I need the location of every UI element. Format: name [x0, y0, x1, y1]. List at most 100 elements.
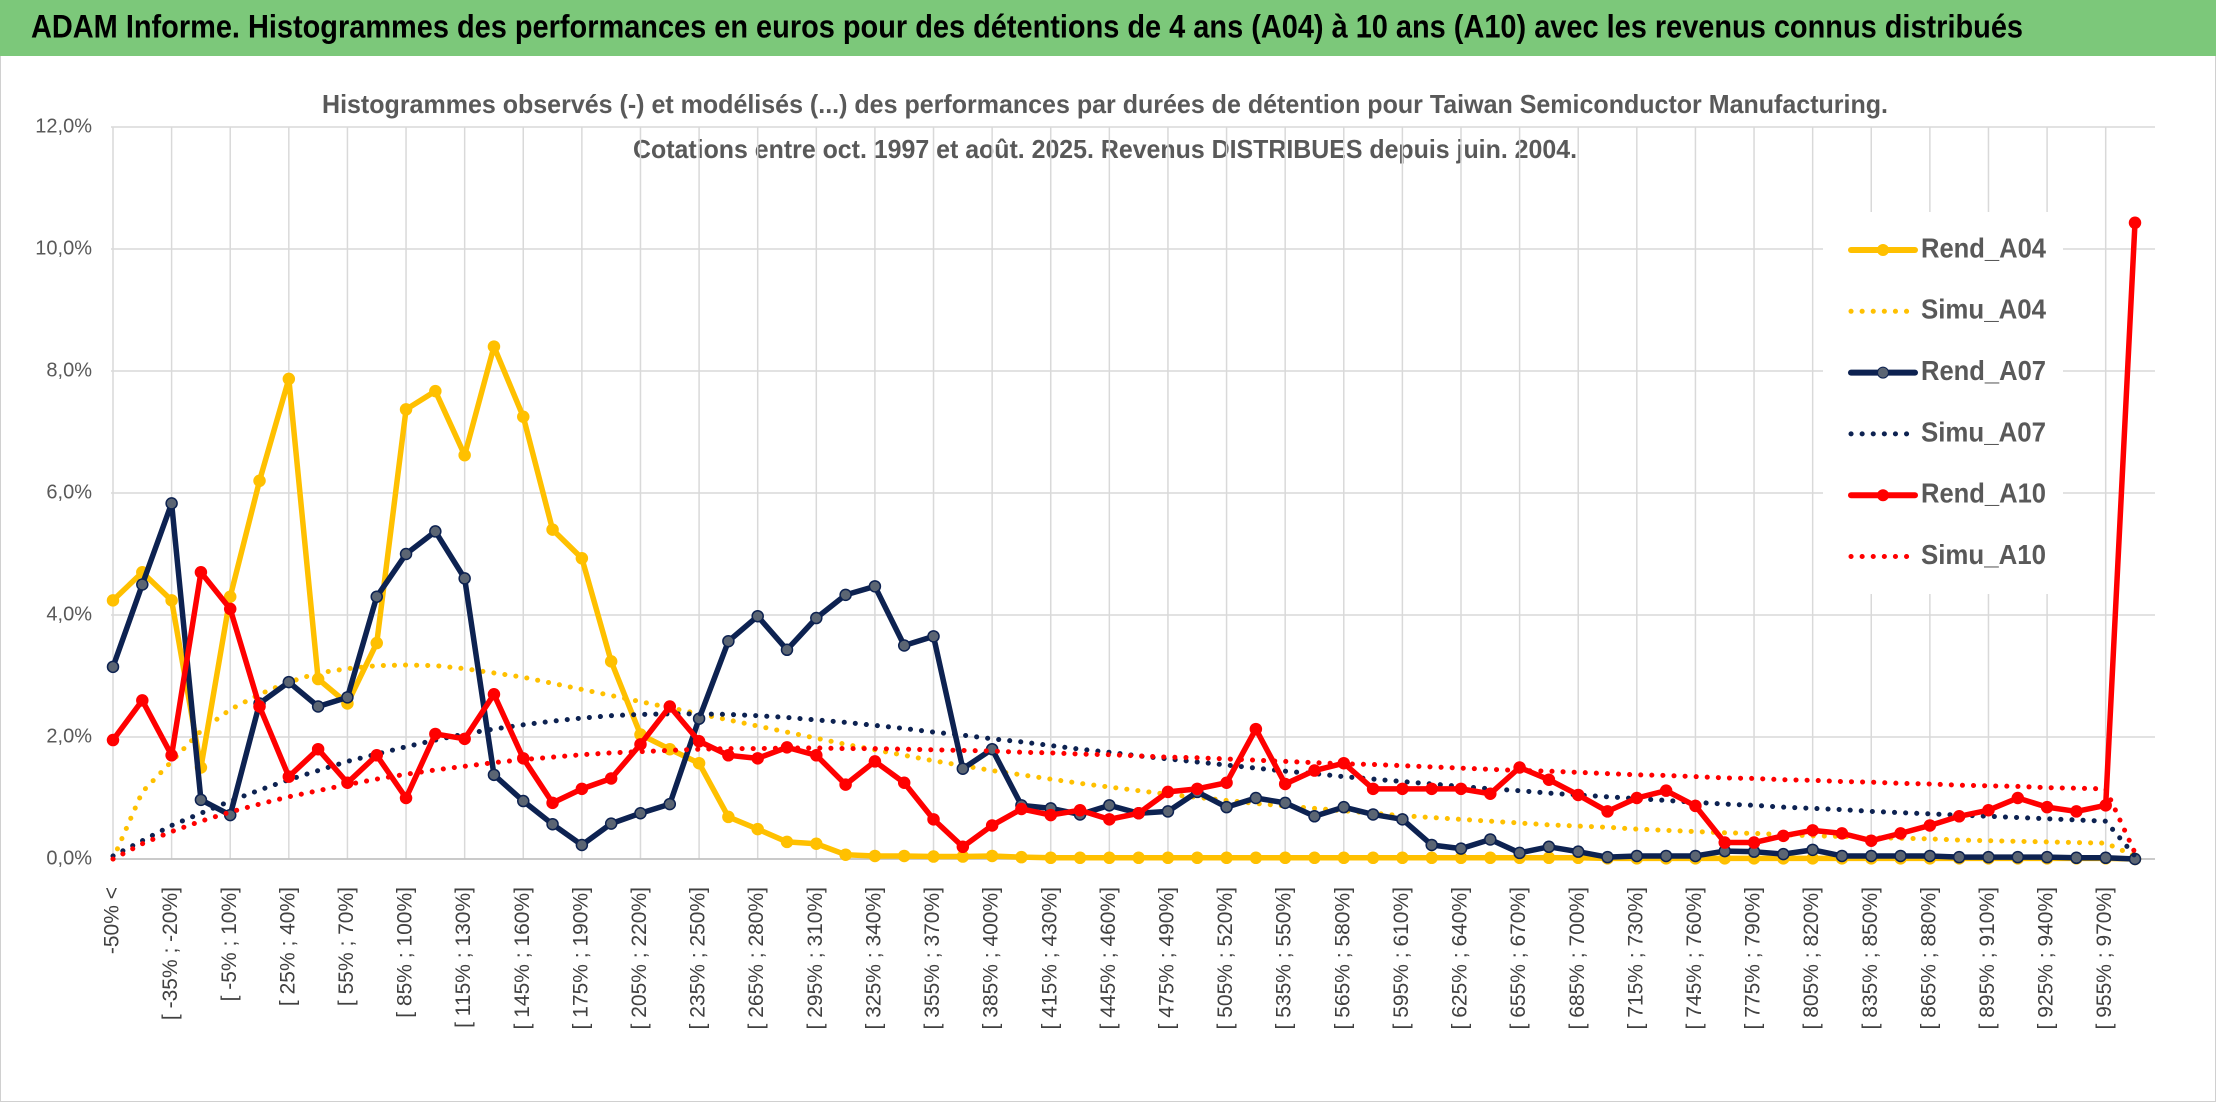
- data-point: [1425, 782, 1438, 796]
- series-line: [110, 745, 2138, 862]
- data-point: [1835, 849, 1849, 863]
- data-point: [1454, 782, 1468, 796]
- legend-marker: [1877, 366, 1889, 379]
- legend-label: Rend_A04: [1921, 232, 2046, 263]
- data-point: [1249, 791, 1263, 805]
- x-tick-label: [ 655% ; 670%]: [1507, 887, 1530, 1029]
- data-point: [985, 819, 999, 832]
- data-point: [223, 602, 237, 616]
- data-point: [1542, 851, 1556, 865]
- data-point: [751, 752, 764, 765]
- data-point: [2040, 800, 2054, 814]
- x-tick-label: [ 685% ; 700%]: [1566, 887, 1589, 1029]
- data-point: [1103, 799, 1116, 812]
- x-tick-label: [ 115% ; 130%]: [452, 887, 475, 1028]
- data-point: [517, 794, 530, 808]
- data-point: [1308, 810, 1321, 823]
- data-point: [575, 782, 589, 796]
- y-tick-label: 4,0%: [46, 603, 92, 625]
- data-point: [810, 837, 823, 850]
- data-point: [810, 749, 823, 762]
- data-point: [1659, 784, 1673, 797]
- header-bar: [0, 0, 2216, 56]
- data-point: [429, 384, 442, 398]
- data-point: [1806, 824, 1819, 837]
- data-point: [1542, 840, 1556, 854]
- legend-label: Rend_A07: [1921, 355, 2046, 386]
- x-tick-label: [ 745% ; 760%]: [1683, 887, 1706, 1029]
- data-point: [692, 756, 706, 770]
- x-tick-label: [ 565% ; 580%]: [1331, 887, 1354, 1029]
- data-point: [1220, 851, 1233, 865]
- data-point: [1835, 827, 1849, 840]
- data-point: [868, 580, 882, 593]
- data-point: [1777, 829, 1790, 843]
- data-point: [1425, 851, 1438, 865]
- data-point: [1132, 851, 1145, 865]
- data-point: [927, 850, 940, 863]
- x-tick-label: [ 835% ; 850%]: [1859, 887, 1882, 1029]
- data-point: [1894, 827, 1907, 840]
- data-point: [1044, 851, 1057, 865]
- data-point: [106, 660, 120, 674]
- data-point: [722, 634, 735, 648]
- x-tick-label: [ 85% ; 100%]: [394, 887, 417, 1018]
- series-line: [110, 220, 2138, 850]
- x-tick-label: -50% <: [101, 887, 124, 954]
- data-point: [956, 762, 970, 775]
- data-point: [546, 817, 559, 831]
- data-point: [136, 578, 149, 591]
- data-point: [1366, 808, 1380, 821]
- data-point: [2070, 851, 2083, 865]
- data-point: [868, 849, 882, 863]
- x-tick-label: [ 265% ; 280%]: [745, 887, 768, 1029]
- data-point: [1073, 803, 1087, 817]
- y-tick-label: 8,0%: [46, 359, 92, 381]
- x-tick-label: [ 475% ; 490%]: [1156, 887, 1179, 1029]
- data-point: [780, 835, 794, 849]
- data-point: [1454, 842, 1468, 855]
- data-point: [1191, 851, 1204, 865]
- legend-box: [1823, 212, 2063, 594]
- x-tick-label: [ 205% ; 220%]: [628, 887, 651, 1029]
- x-tick-label: [ -5% ; 10%]: [218, 887, 241, 1001]
- data-point: [370, 590, 383, 603]
- data-point: [399, 791, 413, 805]
- data-point: [311, 742, 325, 756]
- data-point: [1689, 799, 1702, 813]
- data-point: [341, 691, 354, 704]
- y-tick-label: 10,0%: [35, 237, 92, 259]
- data-point: [1484, 787, 1497, 800]
- data-point: [1161, 851, 1175, 865]
- data-point: [604, 817, 618, 830]
- data-point: [1601, 850, 1614, 864]
- x-tick-label: [ 625% ; 640%]: [1449, 887, 1472, 1029]
- data-point: [839, 588, 852, 602]
- legend-marker: [1877, 244, 1889, 256]
- data-point: [1865, 834, 1878, 847]
- x-tick-label: [ 235% ; 250%]: [687, 887, 710, 1029]
- data-point: [1542, 773, 1556, 786]
- data-point: [1103, 851, 1116, 865]
- data-point: [663, 700, 677, 713]
- data-point: [897, 776, 911, 789]
- data-point: [1747, 836, 1761, 849]
- legend-label: Rend_A10: [1921, 478, 2046, 509]
- data-point: [604, 655, 618, 668]
- data-point: [1015, 802, 1028, 816]
- data-point: [1073, 851, 1087, 865]
- data-point: [1865, 849, 1878, 863]
- data-point: [868, 755, 882, 768]
- data-point: [1952, 850, 1966, 864]
- data-point: [429, 727, 442, 741]
- data-point: [692, 735, 706, 748]
- data-point: [2011, 850, 2025, 864]
- x-tick-label: [ 805% ; 820%]: [1800, 887, 1823, 1029]
- data-point: [1630, 791, 1644, 805]
- data-point: [1191, 782, 1204, 796]
- data-point: [1278, 851, 1292, 865]
- data-point: [1366, 851, 1380, 865]
- x-tick-label: [ 715% ; 730%]: [1624, 887, 1647, 1029]
- data-point: [927, 630, 940, 643]
- x-tick-label: [ 385% ; 400%]: [980, 887, 1003, 1029]
